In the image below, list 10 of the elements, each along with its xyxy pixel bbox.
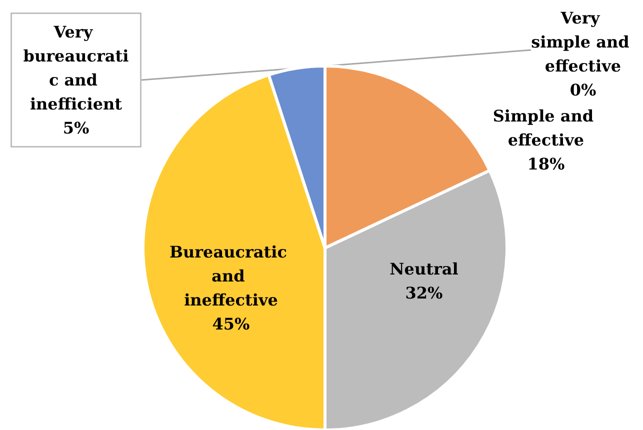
data-label: 18% — [527, 154, 565, 174]
slice-label: Neutral — [390, 260, 458, 278]
slice-label: Very bureaucratic and inefficient — [23, 22, 129, 114]
data-label: 5% — [62, 118, 90, 138]
data-label: 45% — [212, 314, 250, 334]
slice-label: Simple and effective — [492, 106, 600, 150]
text: 0% — [570, 80, 596, 100]
slice-label: Bureaucratic and ineffective — [169, 242, 293, 310]
data-label: 32% — [405, 284, 443, 302]
category-label: Very simple and effective — [531, 8, 630, 76]
